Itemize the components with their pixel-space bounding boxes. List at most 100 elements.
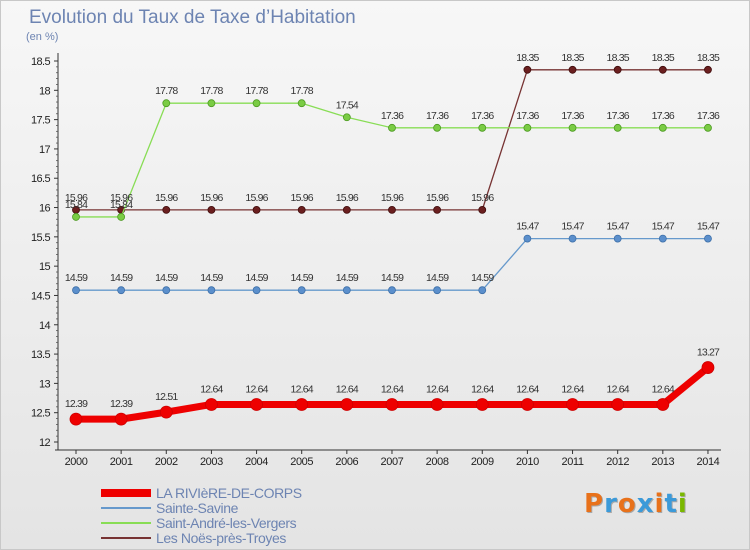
data-point [433, 286, 442, 295]
y-tick-label: 16.5 [31, 173, 50, 185]
logo-letter: t [664, 489, 678, 519]
data-label: 12.64 [471, 383, 494, 395]
data-label: 18.35 [652, 52, 675, 64]
legend-label: Sainte-Savine [156, 500, 238, 516]
data-point [613, 65, 622, 74]
data-label: 17.78 [291, 85, 314, 97]
data-point [523, 65, 532, 74]
data-point [658, 123, 667, 132]
data-point [430, 398, 444, 411]
data-label: 14.59 [426, 272, 449, 284]
x-tick-label: 2007 [381, 456, 404, 468]
data-point [704, 65, 712, 74]
data-label: 18.35 [516, 52, 539, 64]
data-point [117, 213, 126, 221]
data-label: 18.35 [607, 52, 630, 64]
legend-swatch [101, 507, 151, 509]
x-tick-label: 2014 [697, 456, 720, 468]
logo-letter: x [636, 489, 655, 519]
data-label: 12.64 [652, 383, 675, 395]
data-point [478, 205, 487, 214]
data-label: 14.59 [471, 272, 494, 284]
legend-label: Les Noës-près-Troyes [156, 530, 286, 546]
data-label: 15.96 [336, 192, 359, 204]
data-point [69, 412, 83, 426]
data-point [658, 65, 667, 74]
x-tick-label: 2003 [200, 456, 223, 468]
data-point [342, 113, 351, 122]
data-point [162, 99, 171, 108]
legend-swatch [101, 489, 151, 497]
data-point [297, 286, 306, 295]
data-label: 15.96 [381, 192, 404, 204]
data-label: 15.96 [65, 192, 88, 204]
data-point [72, 286, 80, 295]
y-tick-label: 15 [39, 261, 51, 273]
data-point [252, 99, 261, 108]
data-point [388, 123, 396, 132]
x-tick-label: 2002 [155, 456, 178, 468]
x-tick-label: 2008 [426, 456, 449, 468]
data-label: 15.47 [561, 221, 584, 233]
data-point [388, 286, 396, 295]
x-tick-label: 2000 [65, 456, 88, 468]
legend-swatch [101, 537, 151, 539]
data-point [117, 286, 126, 295]
data-point [114, 412, 128, 426]
data-label: 12.64 [607, 383, 630, 395]
y-tick-label: 14 [39, 320, 51, 332]
y-tick-label: 15.5 [31, 232, 50, 244]
x-tick-label: 2004 [245, 456, 268, 468]
data-point [478, 123, 487, 132]
data-point [297, 205, 306, 214]
legend-label: Saint-André-les-Vergers [156, 515, 297, 531]
data-point [72, 213, 80, 221]
data-label: 14.59 [200, 272, 223, 284]
data-label: 15.96 [155, 192, 178, 204]
data-label: 14.59 [110, 272, 133, 284]
data-label: 12.64 [516, 383, 539, 395]
x-tick-label: 2006 [335, 456, 358, 468]
data-label: 14.59 [155, 272, 178, 284]
data-point [613, 234, 622, 243]
y-tick-label: 18 [39, 85, 51, 97]
x-tick-label: 2001 [110, 456, 133, 468]
data-label: 15.47 [652, 221, 675, 233]
logo-letter: r [604, 489, 618, 519]
logo-letter: i [654, 489, 665, 519]
x-tick-label: 2009 [471, 456, 494, 468]
data-point [385, 398, 399, 411]
data-point [701, 361, 715, 374]
data-label: 15.47 [697, 221, 720, 233]
data-label: 17.36 [652, 110, 675, 122]
data-point [340, 398, 354, 411]
data-label: 14.59 [245, 272, 268, 284]
data-point [297, 99, 306, 108]
legend-label: LA RIVIèRE-DE-CORPS [156, 485, 302, 501]
data-label: 14.59 [65, 272, 88, 284]
data-label: 17.36 [471, 110, 494, 122]
data-point [433, 205, 442, 214]
y-tick-label: 12 [39, 437, 51, 449]
data-point [207, 205, 216, 214]
data-point [704, 234, 712, 243]
data-label: 15.96 [110, 192, 133, 204]
proxiti-logo: Proxiti [584, 489, 688, 519]
legend-swatch [101, 522, 151, 524]
data-label: 15.84 [110, 199, 133, 211]
data-point [252, 205, 261, 214]
data-label: 17.36 [426, 110, 449, 122]
data-label: 17.78 [245, 85, 268, 97]
data-point [207, 99, 216, 108]
data-point [568, 65, 577, 74]
data-label: 17.36 [381, 110, 404, 122]
data-label: 12.64 [245, 383, 268, 395]
data-label: 12.64 [381, 383, 404, 395]
data-label: 14.59 [336, 272, 359, 284]
data-label: 18.35 [561, 52, 584, 64]
data-point [613, 123, 622, 132]
data-label: 17.36 [697, 110, 720, 122]
data-label: 12.39 [65, 398, 88, 410]
data-point [568, 123, 577, 132]
